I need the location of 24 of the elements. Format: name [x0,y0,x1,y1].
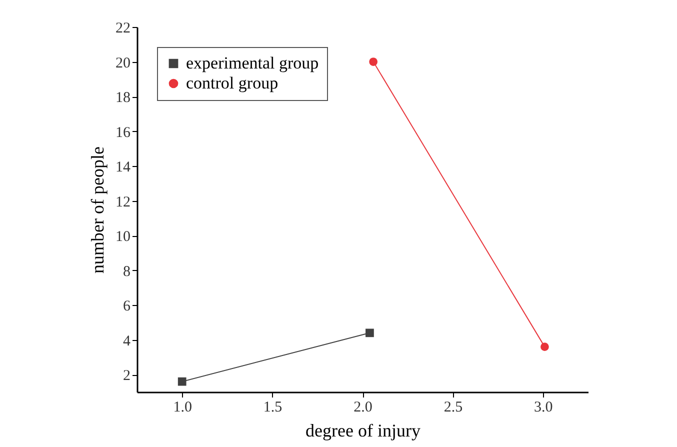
x-tick-label: 2.5 [444,400,463,416]
x-tick-label: 2.0 [354,400,372,416]
x-tick-label: 1.5 [263,400,282,416]
point [366,328,374,338]
point [178,377,186,386]
y-tick-label: 6 [123,298,131,315]
y-tick-label: 16 [116,124,131,141]
x-axis-title: degree of injury [306,420,420,440]
legend-label: experimental group [186,54,319,72]
x-tick-label: 1.0 [173,400,192,416]
y-axis-title: number of people [88,146,108,274]
y-tick-label: 4 [123,333,131,350]
x-tick-label: 3.0 [534,400,553,416]
y-tick-label: 10 [116,229,130,246]
y-tick-label: 2 [123,368,130,384]
point [369,58,378,66]
y-tick-label: 12 [116,194,130,210]
y-tick-label: 14 [116,160,131,176]
y-tick-label: 18 [116,90,130,106]
point [540,342,549,351]
y-tick-label: 20 [116,55,130,72]
y-tick-label: 8 [123,264,130,280]
legend-label: control group [186,74,278,92]
y-tick-label: 22 [116,20,130,36]
